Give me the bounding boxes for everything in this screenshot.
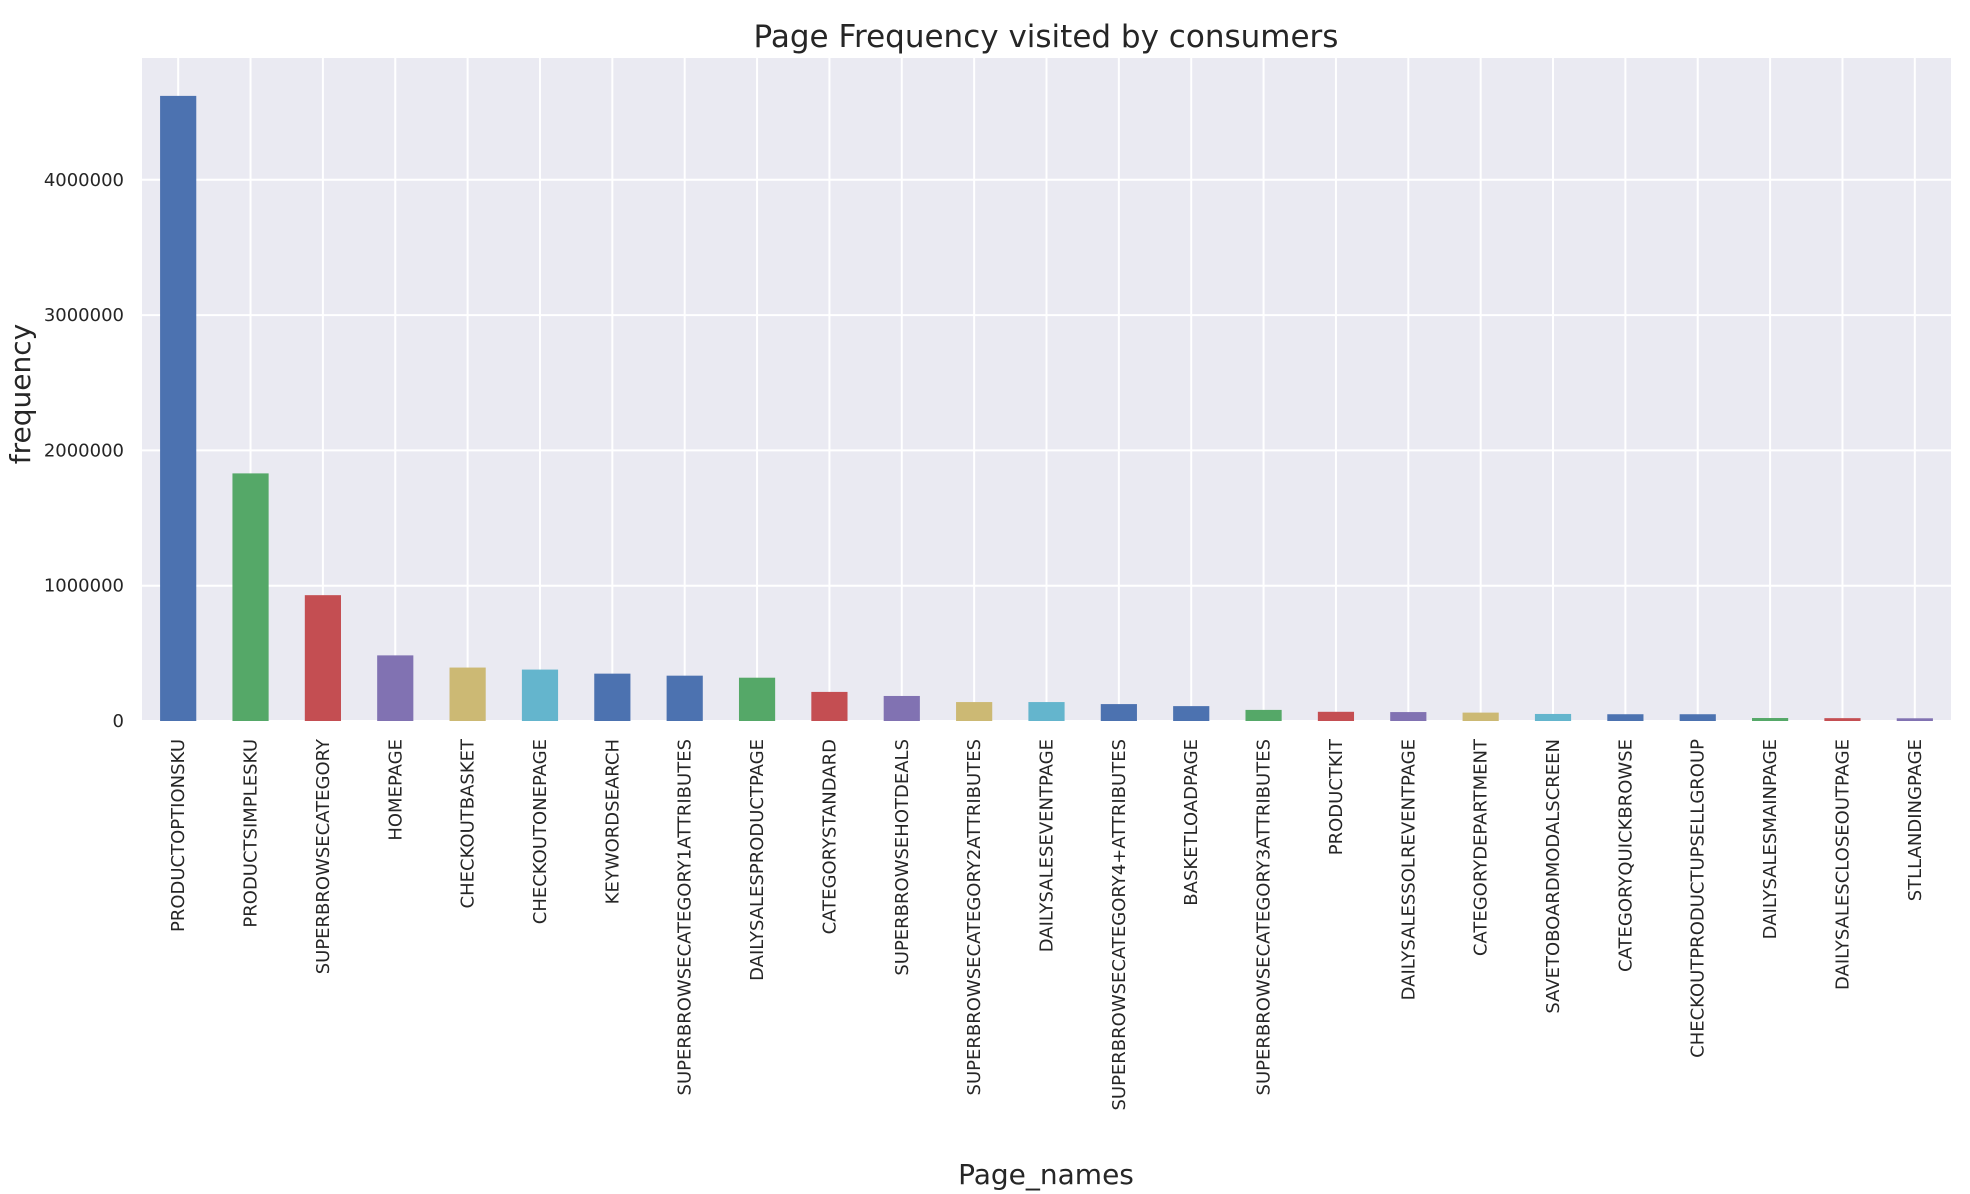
y-axis-label: frequency xyxy=(4,324,37,464)
x-tick-label: HOMEPAGE xyxy=(385,739,406,841)
bar xyxy=(666,675,703,721)
x-tick-label: BASKETLOADPAGE xyxy=(1181,739,1202,906)
bar xyxy=(1390,712,1427,721)
x-tick-label: DAILYSALESCLOSEOUTPAGE xyxy=(1832,739,1853,990)
bar xyxy=(1028,702,1065,721)
x-tick-label: SUPERBROWSECATEGORY1ATTRIBUTES xyxy=(675,739,696,1095)
bar xyxy=(232,473,269,721)
x-axis-label: Page_names xyxy=(958,1158,1134,1191)
x-tick-label: PRODUCTOPTIONSKU xyxy=(168,739,189,932)
x-tick-label: PRODUCTSIMPLESKU xyxy=(241,739,262,928)
bar xyxy=(521,669,559,721)
x-tick-label: SUPERBROWSECATEGORY2ATTRIBUTES xyxy=(964,739,985,1095)
x-tick-label: KEYWORDSEARCH xyxy=(602,739,623,904)
bar xyxy=(811,691,848,721)
y-tick-label: 0 xyxy=(113,711,124,732)
bar xyxy=(1607,714,1644,721)
bar xyxy=(1100,704,1137,721)
bar xyxy=(160,95,197,721)
x-axis-ticks: PRODUCTOPTIONSKU PRODUCTSIMPLESKU SUPERBRO… xyxy=(168,738,1926,1111)
grid-layer xyxy=(142,58,1951,722)
bar xyxy=(1173,706,1210,721)
x-tick-label: SUPERBROWSECATEGORY xyxy=(313,738,334,974)
x-tick-label: CHECKOUTPRODUCTUPSELLGROUP xyxy=(1688,739,1709,1058)
bar xyxy=(1896,718,1933,721)
bar xyxy=(377,655,414,721)
y-tick-label: 2000000 xyxy=(44,440,124,461)
x-tick-label: SUPERBROWSECATEGORY4+ATTRIBUTES xyxy=(1109,739,1130,1111)
y-tick-label: 4000000 xyxy=(44,170,124,191)
x-tick-label: SUPERBROWSECATEGORY3ATTRIBUTES xyxy=(1254,739,1275,1095)
x-tick-label: DAILYSALESMAINPAGE xyxy=(1760,739,1781,939)
x-tick-label: CATEGORYQUICKBROWSE xyxy=(1615,739,1636,972)
bar xyxy=(594,673,631,721)
x-tick-label: CATEGORYSTANDARD xyxy=(819,739,840,934)
bar xyxy=(738,677,776,721)
bar xyxy=(1462,712,1499,721)
x-tick-label: SUPERBROWSEHOTDEALS xyxy=(892,739,913,976)
x-tick-label: SAVETOBOARDMODALSCREEN xyxy=(1543,739,1564,1014)
x-tick-label: CATEGORYDEPARTMENT xyxy=(1471,738,1492,956)
x-tick-label: CHECKOUTBASKET xyxy=(458,738,479,908)
y-tick-label: 1000000 xyxy=(44,576,124,597)
bar xyxy=(1824,718,1861,721)
bar xyxy=(304,595,341,721)
y-axis-ticks: 0 1000000 2000000 3000000 4000000 xyxy=(44,170,124,732)
x-tick-label: DAILYSALESEVENTPAGE xyxy=(1037,739,1058,952)
x-tick-label: CHECKOUTONEPAGE xyxy=(530,739,551,924)
bar xyxy=(956,702,993,721)
chart-title: Page Frequency visited by consumers xyxy=(754,19,1339,55)
x-tick-label: DAILYSALESSOLREVENTPAGE xyxy=(1398,739,1419,1000)
bar xyxy=(1317,711,1355,721)
bar xyxy=(883,695,920,721)
x-tick-label: PRODUCTKIT xyxy=(1326,738,1347,855)
bar xyxy=(1752,718,1789,721)
bar xyxy=(1534,713,1572,721)
bar xyxy=(449,667,486,721)
x-tick-label: DAILYSALESPRODUCTPAGE xyxy=(747,739,768,981)
y-tick-label: 3000000 xyxy=(44,305,124,326)
x-tick-label: STLLANDINGPAGE xyxy=(1905,739,1926,901)
bars-layer xyxy=(160,95,1933,721)
bar xyxy=(1245,709,1282,721)
bar xyxy=(1679,714,1716,721)
